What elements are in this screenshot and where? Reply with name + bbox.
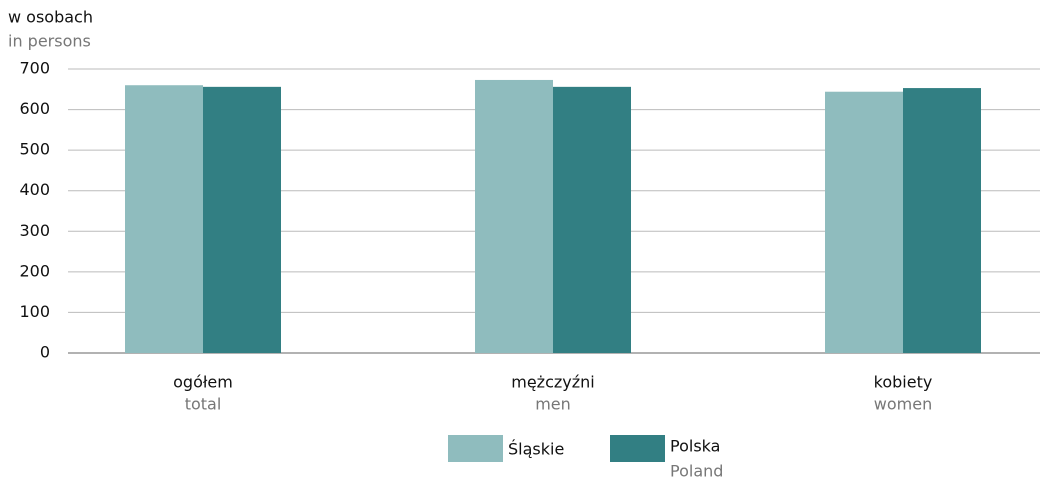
x-tick-label-en: men: [535, 395, 571, 414]
legend-swatch: [610, 435, 665, 462]
legend-label: Polska: [670, 437, 720, 456]
y-tick-label: 200: [19, 261, 50, 280]
bar: [203, 86, 281, 353]
y-tick-label: 700: [19, 59, 50, 78]
bar: [903, 88, 981, 353]
y-tick-label: 500: [19, 140, 50, 159]
legend-label-en: Poland: [670, 462, 723, 481]
bar: [475, 79, 553, 353]
y-axis-label: w osobach: [8, 8, 93, 27]
bar: [125, 85, 203, 353]
y-tick-label: 400: [19, 180, 50, 199]
x-tick-label: mężczyźni: [511, 373, 594, 392]
x-tick-label: ogółem: [173, 373, 233, 392]
y-tick-label: 600: [19, 99, 50, 118]
legend-label: Śląskie: [508, 440, 564, 459]
y-tick-label: 100: [19, 302, 50, 321]
y-axis-label-en: in persons: [8, 32, 91, 51]
x-tick-label: kobiety: [874, 373, 933, 392]
x-tick-label-en: women: [874, 395, 932, 414]
y-tick-label: 300: [19, 221, 50, 240]
y-tick-label: 0: [40, 343, 50, 362]
legend-swatch: [448, 435, 503, 462]
bar: [825, 91, 903, 353]
bar: [553, 86, 631, 353]
x-tick-label-en: total: [185, 395, 222, 414]
